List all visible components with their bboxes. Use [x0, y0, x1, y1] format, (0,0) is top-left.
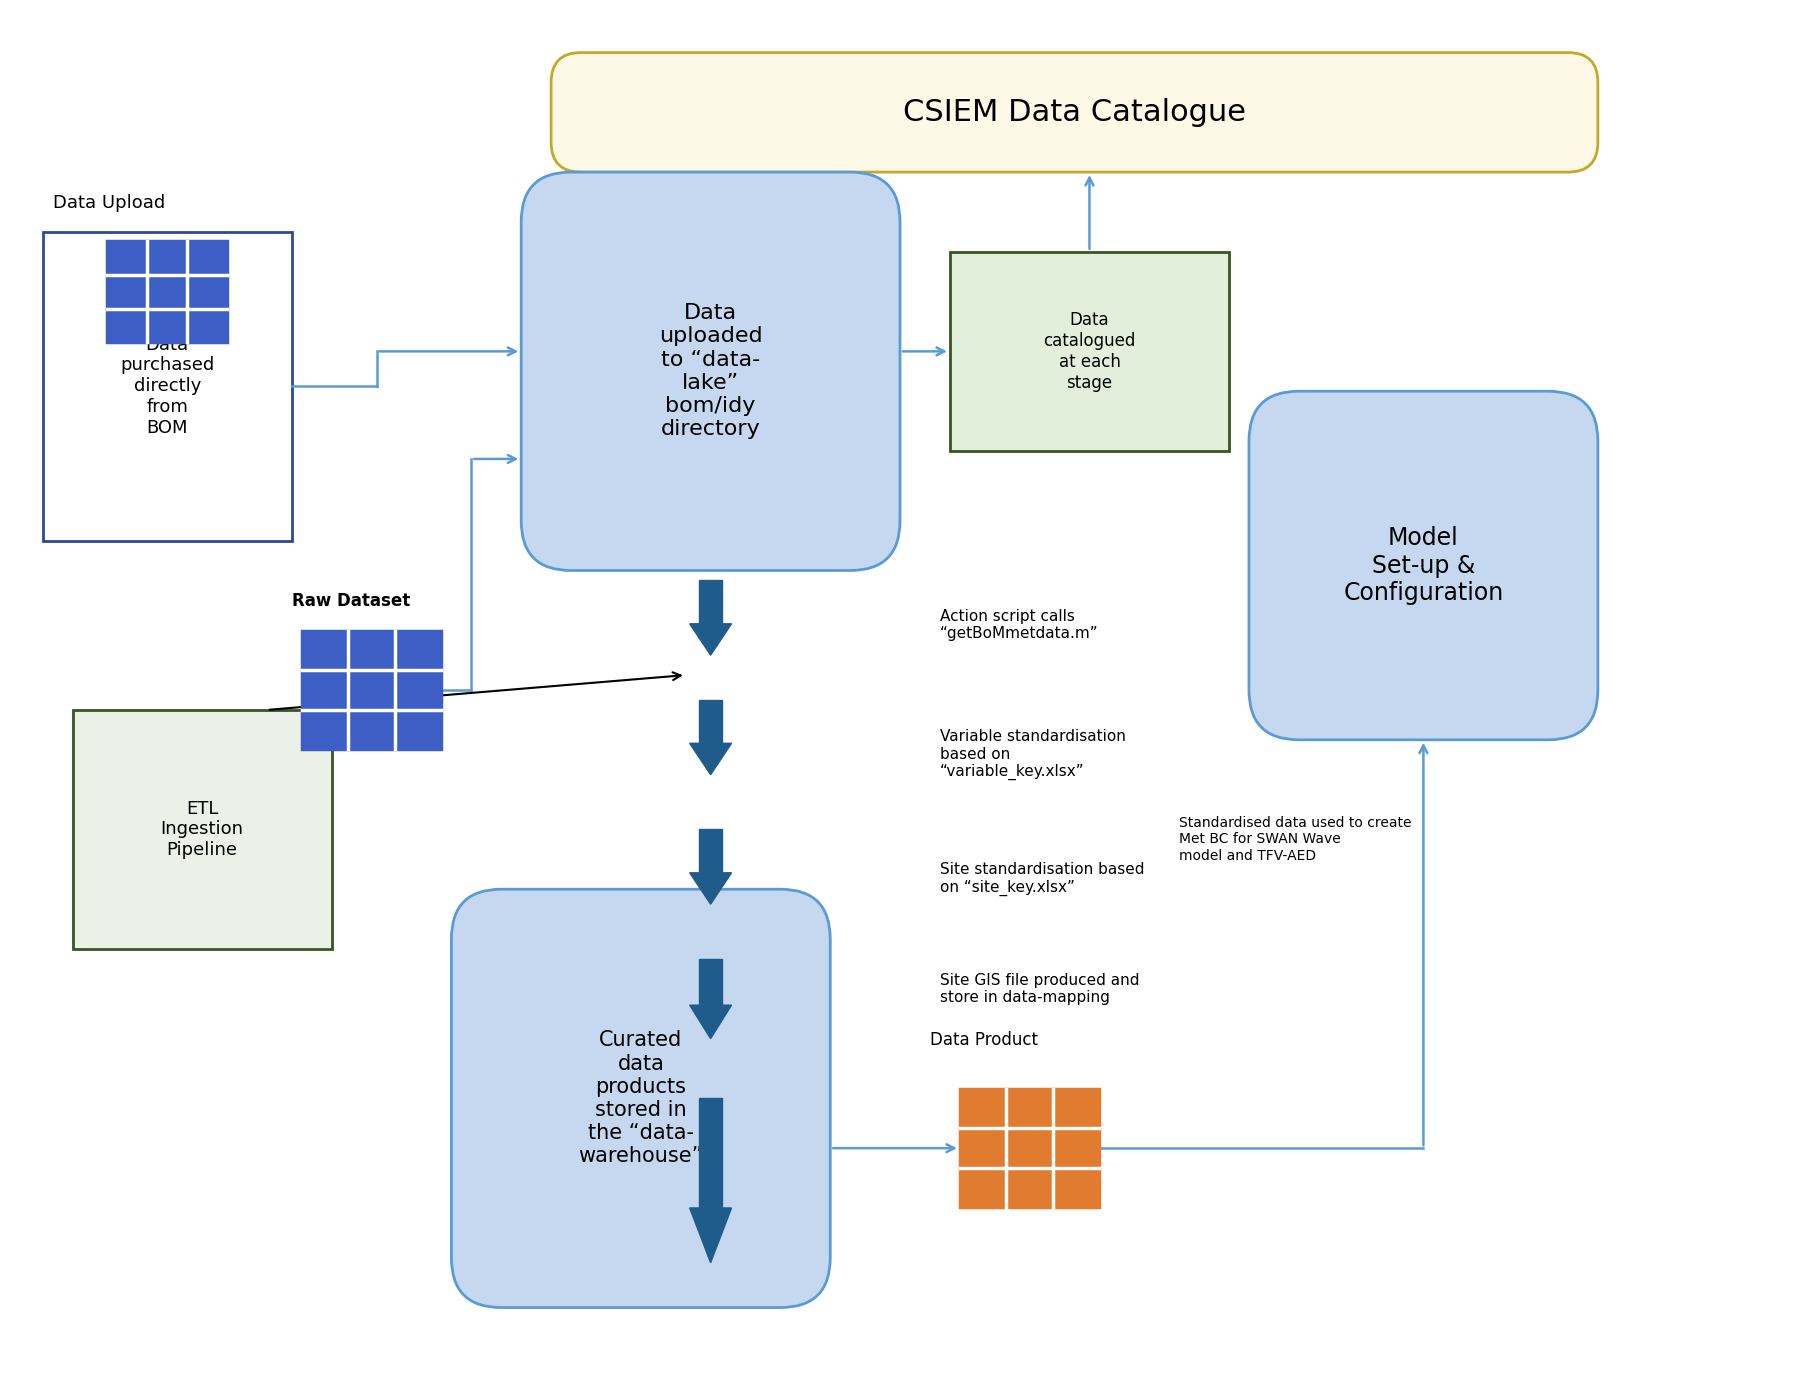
- Text: Variable standardisation
based on
“variable_key.xlsx”: Variable standardisation based on “varia…: [940, 730, 1125, 780]
- Text: Data Upload: Data Upload: [53, 195, 165, 211]
- Text: Raw Dataset: Raw Dataset: [293, 592, 411, 610]
- FancyBboxPatch shape: [1249, 391, 1598, 739]
- Text: Data
catalogued
at each
stage: Data catalogued at each stage: [1044, 311, 1136, 392]
- Text: CSIEM Data Catalogue: CSIEM Data Catalogue: [904, 97, 1245, 126]
- Bar: [302, 631, 442, 749]
- Bar: [700, 830, 722, 873]
- Bar: [700, 701, 722, 744]
- FancyBboxPatch shape: [551, 53, 1598, 172]
- Bar: [700, 959, 722, 1005]
- Polygon shape: [689, 873, 731, 904]
- Bar: [42, 232, 293, 541]
- Bar: [73, 710, 331, 949]
- FancyBboxPatch shape: [522, 172, 900, 570]
- Text: Data
purchased
directly
from
BOM: Data purchased directly from BOM: [120, 335, 215, 436]
- FancyBboxPatch shape: [451, 890, 831, 1308]
- Bar: [700, 581, 722, 624]
- Bar: [107, 240, 227, 342]
- Text: Data Product: Data Product: [931, 1030, 1038, 1048]
- Text: Model
Set-up &
Configuration: Model Set-up & Configuration: [1344, 525, 1503, 605]
- Bar: [960, 1088, 1100, 1208]
- Polygon shape: [689, 744, 731, 774]
- Text: ETL
Ingestion
Pipeline: ETL Ingestion Pipeline: [160, 799, 244, 859]
- Polygon shape: [689, 1208, 731, 1262]
- Polygon shape: [689, 624, 731, 655]
- Polygon shape: [689, 1005, 731, 1038]
- Text: Curated
data
products
stored in
the “data-
warehouse”: Curated data products stored in the “dat…: [578, 1030, 704, 1166]
- Text: Data
uploaded
to “data-
lake”
bom/idy
directory: Data uploaded to “data- lake” bom/idy di…: [658, 303, 762, 439]
- Text: Standardised data used to create
Met BC for SWAN Wave
model and TFV-AED: Standardised data used to create Met BC …: [1180, 816, 1411, 863]
- Text: Site GIS file produced and
store in data-mapping: Site GIS file produced and store in data…: [940, 973, 1140, 1005]
- Bar: [700, 1098, 722, 1208]
- Text: Site standardisation based
on “site_key.xlsx”: Site standardisation based on “site_key.…: [940, 862, 1144, 897]
- Text: Action script calls
“getBoMmetdata.m”: Action script calls “getBoMmetdata.m”: [940, 609, 1098, 641]
- Bar: [949, 252, 1229, 450]
